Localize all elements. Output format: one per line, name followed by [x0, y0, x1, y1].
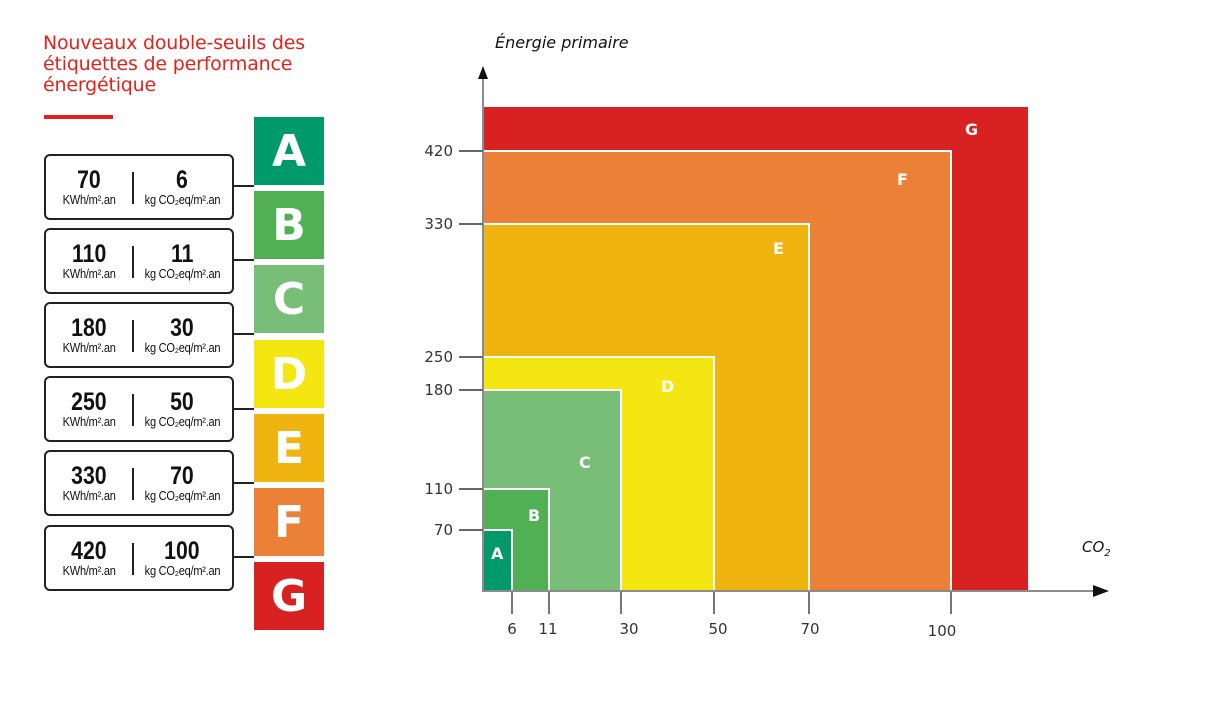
co2-unit: kg CO₂eq/m².an: [144, 192, 220, 207]
divider: [132, 172, 134, 204]
x-tick-label: 100: [927, 622, 957, 640]
arrow-up-icon: [478, 66, 488, 79]
co2-unit: kg CO₂eq/m².an: [144, 488, 220, 503]
y-tick: [459, 389, 483, 391]
co2-unit: kg CO₂eq/m².an: [144, 414, 220, 429]
zone-a: [484, 529, 513, 590]
class-tile-a: A: [254, 117, 324, 185]
threshold-box-a-b: 70 KWh/m².an 6 kg CO₂eq/m².an: [44, 154, 234, 220]
zone-label-a: A: [491, 544, 504, 563]
x-axis-title: CO2: [1082, 538, 1111, 559]
y-tick-label: 70: [433, 521, 453, 539]
x-tick-label: 30: [619, 620, 639, 638]
threshold-box-e-f: 330 KWh/m².an 70 kg CO₂eq/m².an: [44, 450, 234, 516]
zone-label-c: C: [579, 453, 591, 472]
divider: [132, 468, 134, 500]
zone-label-d: D: [661, 377, 675, 396]
y-tick: [459, 488, 483, 490]
title-underline: [44, 115, 113, 119]
co2-threshold: 30: [170, 314, 194, 342]
y-axis-title: Énergie primaire: [495, 33, 629, 52]
class-tile-f: F: [254, 488, 324, 556]
arrow-right-icon: [1093, 585, 1109, 597]
divider: [132, 394, 134, 426]
x-axis-title-main: CO: [1082, 538, 1105, 556]
energy-unit: KWh/m².an: [62, 192, 116, 207]
energy-unit: KWh/m².an: [62, 414, 116, 429]
co2-threshold: 100: [164, 537, 200, 565]
x-tick: [808, 592, 810, 614]
threshold-box-b-c: 110 KWh/m².an 11 kg CO₂eq/m².an: [44, 228, 234, 294]
connector-line: [233, 333, 254, 335]
y-tick: [459, 223, 483, 225]
page-title: Nouveaux double-seuils des étiquettes de…: [43, 32, 305, 96]
co2-unit: kg CO₂eq/m².an: [144, 340, 220, 355]
co2-unit: kg CO₂eq/m².an: [144, 563, 220, 578]
class-tile-b: B: [254, 191, 324, 259]
divider: [132, 543, 134, 575]
class-tile-d: D: [254, 340, 324, 408]
connector-line: [233, 482, 254, 484]
energy-threshold: 110: [71, 240, 107, 268]
x-axis: [482, 590, 1094, 592]
class-tile-c: C: [254, 265, 324, 333]
x-tick-label: 70: [800, 620, 820, 638]
connector-line: [233, 185, 254, 187]
energy-unit: KWh/m².an: [62, 266, 116, 281]
connector-line: [233, 259, 254, 261]
x-tick: [950, 592, 952, 614]
threshold-box-d-e: 250 KWh/m².an 50 kg CO₂eq/m².an: [44, 376, 234, 442]
x-tick: [713, 592, 715, 614]
y-tick-label: 420: [424, 142, 453, 160]
zone-label-f: F: [897, 170, 908, 189]
y-tick-label: 110: [424, 480, 453, 498]
y-tick: [459, 150, 483, 152]
class-tile-e: E: [254, 414, 324, 482]
co2-threshold: 11: [170, 240, 194, 268]
x-tick-label: 11: [538, 620, 558, 638]
energy-unit: KWh/m².an: [62, 563, 116, 578]
threshold-box-c-d: 180 KWh/m².an 30 kg CO₂eq/m².an: [44, 302, 234, 368]
energy-unit: KWh/m².an: [62, 340, 116, 355]
y-tick: [459, 529, 483, 531]
energy-threshold: 250: [71, 388, 107, 416]
threshold-box-f-g: 420 KWh/m².an 100 kg CO₂eq/m².an: [44, 525, 234, 591]
co2-unit: kg CO₂eq/m².an: [144, 266, 220, 281]
co2-threshold: 50: [170, 388, 194, 416]
x-axis-title-sub: 2: [1104, 548, 1111, 559]
zone-label-e: E: [773, 239, 784, 258]
divider: [132, 246, 134, 278]
y-tick-label: 330: [424, 215, 453, 233]
y-axis: [482, 78, 484, 592]
class-tile-g: G: [254, 562, 324, 630]
divider: [132, 320, 134, 352]
energy-threshold: 70: [77, 166, 101, 194]
energy-unit: KWh/m².an: [62, 488, 116, 503]
connector-line: [233, 556, 254, 558]
y-tick-label: 180: [424, 381, 453, 399]
co2-threshold: 6: [176, 166, 188, 194]
co2-threshold: 70: [170, 462, 194, 490]
x-tick-label: 6: [507, 620, 517, 638]
x-tick: [548, 592, 550, 614]
connector-line: [233, 408, 254, 410]
x-tick-label: 50: [708, 620, 728, 638]
y-tick-label: 250: [424, 348, 453, 366]
y-tick: [459, 356, 483, 358]
energy-threshold: 180: [71, 314, 107, 342]
energy-threshold: 330: [71, 462, 107, 490]
x-tick: [511, 592, 513, 614]
x-tick: [620, 592, 622, 614]
energy-threshold: 420: [71, 537, 107, 565]
zone-label-b: B: [528, 506, 541, 525]
zone-label-g: G: [965, 120, 979, 139]
